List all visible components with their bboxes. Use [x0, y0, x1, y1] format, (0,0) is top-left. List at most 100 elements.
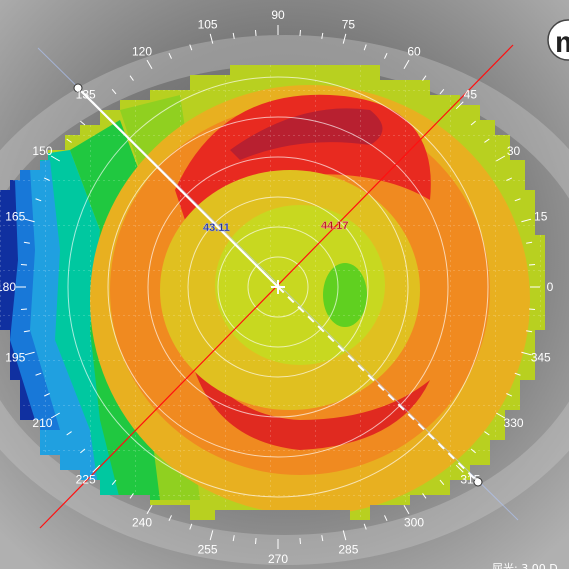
- flat-axis-dashed: [277, 286, 479, 483]
- degree-label: 285: [338, 543, 358, 557]
- degree-tick: [384, 52, 388, 59]
- degree-tick: [528, 308, 536, 310]
- degree-label: 180: [0, 280, 16, 294]
- degree-tick: [24, 218, 35, 223]
- degree-tick: [299, 537, 301, 545]
- degree-label: 345: [531, 350, 551, 364]
- degree-tick: [80, 120, 86, 126]
- degree-tick: [321, 535, 324, 542]
- reference-rings: [67, 76, 489, 498]
- degree-tick: [526, 241, 533, 244]
- degree-label: 210: [32, 416, 52, 430]
- degree-tick: [146, 504, 153, 515]
- degree-label: 75: [342, 17, 356, 31]
- degree-label: 15: [534, 210, 548, 224]
- degree-tick: [146, 59, 153, 70]
- degree-tick: [403, 504, 410, 515]
- degree-tick: [439, 89, 445, 95]
- degree-label: 315: [460, 472, 480, 486]
- degree-label: 120: [132, 44, 152, 58]
- degree-tick-ring: [16, 25, 540, 549]
- degree-tick: [168, 515, 172, 522]
- degree-label: 60: [407, 44, 421, 58]
- degree-tick: [495, 155, 506, 162]
- degree-tick: [526, 330, 533, 333]
- degree-tick: [422, 493, 427, 499]
- degree-tick: [363, 44, 367, 51]
- degree-tick: [43, 177, 50, 181]
- degree-tick: [80, 448, 86, 454]
- degree-tick: [255, 29, 257, 37]
- degree-tick: [232, 535, 235, 542]
- degree-tick: [342, 530, 347, 541]
- degree-label: 150: [32, 144, 52, 158]
- degree-label: 165: [5, 210, 25, 224]
- degree-tick: [470, 448, 476, 454]
- degree-tick: [20, 264, 28, 266]
- degree-tick: [129, 493, 134, 499]
- degree-tick: [35, 372, 42, 376]
- degree-tick: [232, 32, 235, 39]
- degree-tick: [363, 523, 367, 530]
- axis-handle-start[interactable]: [73, 83, 83, 93]
- degree-tick: [111, 479, 117, 485]
- flat-k-reading: 43.11: [203, 222, 230, 234]
- degree-tick: [506, 393, 513, 397]
- degree-tick: [455, 101, 464, 110]
- degree-tick: [299, 29, 301, 37]
- degree-label: 240: [132, 516, 152, 530]
- degree-tick: [384, 515, 388, 522]
- degree-tick: [66, 138, 72, 143]
- degree-tick: [209, 33, 214, 44]
- degree-label: 30: [507, 144, 521, 158]
- degree-tick: [403, 59, 410, 70]
- degree-tick: [43, 393, 50, 397]
- degree-label: 195: [5, 350, 25, 364]
- degree-tick: [422, 75, 427, 81]
- degree-tick: [92, 464, 101, 473]
- degree-tick: [111, 89, 117, 95]
- center-crosshair-icon: [271, 280, 285, 294]
- degree-label: 0: [547, 280, 554, 294]
- degree-tick: [168, 52, 172, 59]
- degree-label: 255: [198, 543, 218, 557]
- degree-label: 270: [268, 552, 288, 566]
- degree-tick: [66, 431, 72, 436]
- degree-label: 300: [404, 516, 424, 530]
- degree-tick: [23, 330, 30, 333]
- corner-logo[interactable]: m: [547, 19, 569, 61]
- steep-k-reading: 44.17: [321, 220, 349, 232]
- degree-tick: [35, 198, 42, 202]
- degree-tick: [514, 198, 521, 202]
- degree-label: 105: [198, 17, 218, 31]
- degree-tick: [484, 431, 490, 436]
- degree-label: 225: [76, 472, 96, 486]
- degree-tick: [23, 241, 30, 244]
- bottom-right-status: 屈光: 3.00 D: [492, 561, 558, 569]
- degree-label: 45: [464, 88, 478, 102]
- degree-tick: [521, 218, 532, 223]
- degree-tick: [495, 412, 506, 419]
- degree-tick: [514, 372, 521, 376]
- degree-tick: [470, 120, 476, 126]
- degree-tick: [342, 33, 347, 44]
- corner-logo-text: m: [555, 26, 569, 59]
- degree-tick: [484, 138, 490, 143]
- degree-tick: [20, 308, 28, 310]
- degree-tick: [50, 155, 61, 162]
- degree-tick: [129, 75, 134, 81]
- degree-tick: [209, 530, 214, 541]
- degree-label: 90: [271, 8, 285, 22]
- degree-tick: [189, 523, 193, 530]
- degree-tick: [506, 177, 513, 181]
- degree-tick: [50, 412, 61, 419]
- degree-tick: [321, 32, 324, 39]
- degree-tick: [439, 479, 445, 485]
- degree-tick: [455, 464, 464, 473]
- degree-label: 330: [504, 416, 524, 430]
- degree-tick: [521, 351, 532, 356]
- axis-handle-end[interactable]: [473, 477, 483, 487]
- degree-labels: 0 15 30 45 60 75 90 105 120 135 150 165 180 195 210 225…: [0, 8, 554, 566]
